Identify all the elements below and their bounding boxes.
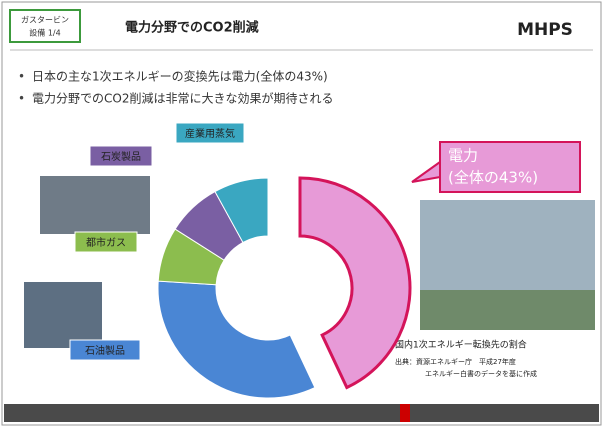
category-label: 都市ガス — [86, 236, 126, 249]
category-label: 産業用蒸気 — [185, 127, 235, 140]
bullet: • — [18, 92, 25, 106]
label-box — [89, 145, 153, 167]
tag-text: ガスタービン — [21, 15, 69, 25]
bullet-text: 電力分野でのCO2削減は非常に大きな効果が期待される — [32, 91, 333, 106]
donut-chart: 電力 (全体の43%) 石油製品 都市ガス 石炭製品 産業用蒸気 — [69, 122, 581, 399]
bullet-text: 日本の主な1次エネルギーの変換先は電力(全体の43%) — [32, 69, 328, 84]
label-box — [69, 339, 141, 361]
donut-slice — [298, 176, 412, 390]
donut-slice — [157, 280, 316, 399]
label-box — [439, 141, 581, 193]
footer-bar — [4, 404, 599, 422]
tag-text: 設備 1/4 — [29, 28, 60, 38]
photo — [40, 176, 150, 234]
caption-source: 出典：資源エネルギー庁 平成27年度 — [395, 357, 516, 366]
caption-title: 国内1次エネルギー転換先の割合 — [395, 339, 527, 351]
caption-source: エネルギー白書のデータを基に作成 — [425, 369, 537, 378]
logo: MHPS — [517, 20, 573, 40]
category-label: 石油製品 — [85, 344, 125, 357]
slide-title: 電力分野でのCO2削減 — [125, 20, 259, 36]
category-label: 石炭製品 — [101, 150, 141, 163]
value-label: (全体の43%) — [448, 169, 538, 187]
label-box — [175, 122, 245, 144]
photo — [24, 282, 102, 348]
donut-slice — [214, 177, 269, 244]
category-label: 電力 — [448, 147, 478, 165]
label-box — [74, 231, 138, 253]
footer-accent — [400, 404, 410, 422]
photo — [420, 290, 595, 330]
bullet: • — [18, 70, 25, 84]
tag-box — [9, 9, 81, 43]
